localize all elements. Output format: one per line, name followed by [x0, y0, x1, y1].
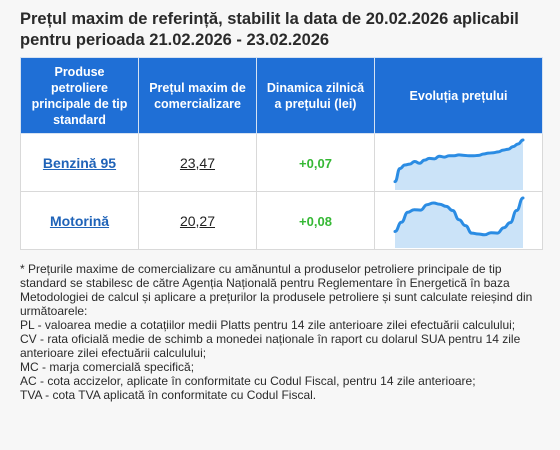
sparkline-cell — [374, 191, 543, 250]
column-header-max-price: Prețul maxim de comercializare — [138, 57, 257, 134]
sparkline-line — [393, 196, 524, 236]
daily-dynamic-value: +0,08 — [299, 213, 332, 229]
dynamic-cell: +0,07 — [256, 133, 375, 192]
sparkline-benzina-95 — [393, 138, 524, 190]
note-cv: CV - rata oficială medie de schimb a mon… — [20, 332, 521, 360]
product-cell: Motorină — [20, 191, 139, 250]
sparkline-cell — [374, 133, 543, 192]
note-tva: TVA - cota TVA aplicată în conformitate … — [20, 388, 317, 402]
note-mc: MC - marja comercială specifică; — [20, 360, 195, 374]
note-pl: PL - valoarea medie a cotațiilor medii P… — [20, 318, 516, 332]
sparkline-area — [394, 139, 523, 190]
price-cell: 20,27 — [138, 191, 257, 250]
price-link-motorina[interactable]: 20,27 — [179, 212, 216, 229]
daily-dynamic-value: +0,07 — [299, 155, 332, 171]
price-link-benzina-95[interactable]: 23,47 — [179, 154, 216, 171]
table-header-row: Produse petroliere principale de tip sta… — [20, 57, 543, 134]
column-header-product: Produse petroliere principale de tip sta… — [20, 57, 139, 134]
column-header-daily-dynamic: Dinamica zilnică a prețului (lei) — [256, 57, 375, 134]
methodology-notes: * Prețurile maxime de comercializare cu … — [20, 262, 540, 402]
page-title: Prețul maxim de referință, stabilit la d… — [20, 10, 519, 49]
product-link-motorina[interactable]: Motorină — [49, 212, 110, 229]
price-cell: 23,47 — [138, 133, 257, 192]
note-ac: AC - cota accizelor, aplicate în conform… — [20, 374, 476, 388]
product-link-benzina-95[interactable]: Benzină 95 — [42, 154, 117, 171]
dynamic-cell: +0,08 — [256, 191, 375, 250]
table-row: Motorină 20,27 +0,08 — [20, 191, 543, 250]
sparkline-line — [393, 138, 524, 183]
sparkline-area — [394, 197, 523, 248]
column-header-price-evolution: Evoluția prețului — [374, 57, 543, 134]
sparkline-motorina — [393, 196, 524, 248]
product-cell: Benzină 95 — [20, 133, 139, 192]
fuel-price-table: Produse petroliere principale de tip sta… — [20, 57, 543, 250]
table-row: Benzină 95 23,47 +0,07 — [20, 133, 543, 192]
note-intro: * Prețurile maxime de comercializare cu … — [20, 262, 533, 318]
